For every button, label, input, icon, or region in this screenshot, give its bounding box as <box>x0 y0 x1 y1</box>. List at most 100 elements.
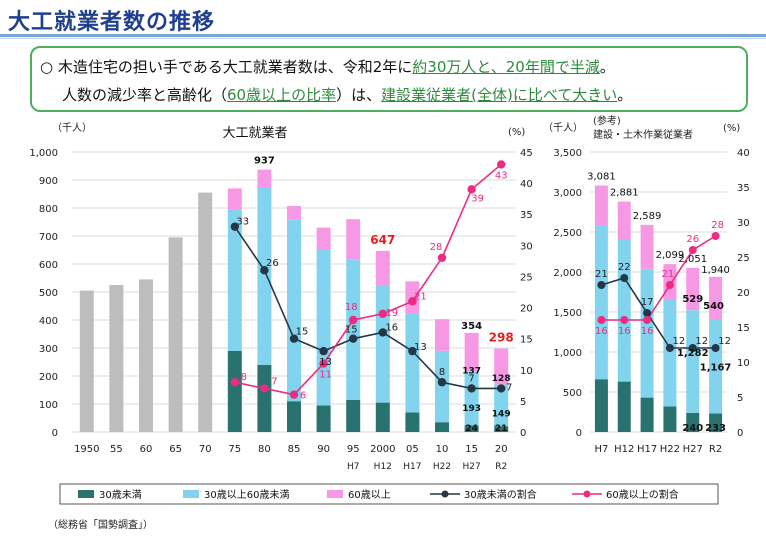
chart1-x-subtick: H27 <box>462 462 480 472</box>
summary-text-2e: 。 <box>617 86 633 104</box>
chart1-x-subtick: R2 <box>495 462 507 472</box>
chart1-bar-over60 <box>257 169 272 187</box>
chart2-label-under30-h27: 240 <box>682 423 703 434</box>
chart1-point-under30 <box>467 384 476 393</box>
legend-box <box>59 483 719 505</box>
chart2-point-over60 <box>620 316 629 324</box>
chart1-point-under30 <box>349 334 358 343</box>
chart2-y2-tick: 5 <box>737 393 743 404</box>
chart1-label-under30: 33 <box>236 217 249 228</box>
summary-line-1: ○ 木造住宅の担い手である大工就業者数は、令和2年に約30万人と、20年間で半減… <box>40 56 615 77</box>
legend-swatch-mid <box>183 490 199 498</box>
chart1-x-subtick: H7 <box>347 462 360 472</box>
chart2-y2-tick: 40 <box>737 148 750 159</box>
chart1-bar-under30 <box>287 401 301 432</box>
chart2-bar-mid <box>640 268 654 398</box>
chart1-point-under30 <box>437 378 447 387</box>
chart1-bar-under30 <box>227 350 242 432</box>
summary-highlight-3: 建設業従業者(全体)に比べて大きい <box>381 86 618 104</box>
chart1-x-tick: 70 <box>199 444 212 455</box>
chart1-x-tick: 80 <box>258 444 271 455</box>
chart2-y-tick: 1,000 <box>553 348 582 359</box>
chart1-bar-mid <box>375 285 390 403</box>
chart2-bar-under30 <box>640 397 654 432</box>
chart2-label-under30: 12 <box>718 336 731 347</box>
chart2-y2-tick: 25 <box>737 253 750 264</box>
chart1-label-under30: 26 <box>266 258 279 269</box>
chart2-y2-tick: 30 <box>737 218 750 229</box>
chart1-y-tick: 800 <box>39 204 58 215</box>
chart1-y2-tick: 25 <box>520 272 533 283</box>
chart1-bar-over60 <box>227 188 242 210</box>
chart2-label-total: 2,589 <box>633 211 662 222</box>
chart1-y-tick: 300 <box>39 344 58 355</box>
chart1-bar-mid <box>346 259 361 400</box>
chart1-x-tick: 60 <box>140 444 153 455</box>
legend-swatch-over60 <box>327 490 343 498</box>
chart1-point-over60 <box>230 378 239 387</box>
chart1-bar-over60 <box>287 206 301 220</box>
chart2-label-total: 3,081 <box>587 172 616 183</box>
chart1-bar-mid <box>257 187 272 365</box>
chart1-y-tick: 500 <box>39 288 58 299</box>
chart1-y-tick: 900 <box>39 176 58 187</box>
chart1-label-under30: 15 <box>296 327 309 338</box>
chart1-bar-under30 <box>494 426 509 432</box>
chart1-point-over60 <box>437 253 447 262</box>
chart2-y2-tick: 20 <box>737 288 750 299</box>
chart1-y2-tick: 40 <box>520 179 533 190</box>
chart1-x-subtick: H17 <box>403 462 421 472</box>
chart2-bar-under30 <box>663 406 677 432</box>
legend-marker-under30 <box>441 490 449 498</box>
chart2-x-tick: H22 <box>660 444 680 455</box>
chart2-bar-over60 <box>640 224 654 269</box>
chart1-line-under30 <box>234 226 502 390</box>
chart1-y-tick: 100 <box>39 400 58 411</box>
chart1-x-tick: 15 <box>465 444 478 455</box>
chart1-point-under30 <box>289 334 299 343</box>
chart1-bar-under30 <box>375 402 390 432</box>
summary-text-1c: 。 <box>599 58 615 76</box>
chart1-right-unit: (%) <box>508 127 525 138</box>
chart1-point-over60 <box>289 390 299 399</box>
summary-text-1a: 木造住宅の担い手である大工就業者数は、令和2年に <box>57 58 413 76</box>
chart2-label-under30: 12 <box>673 336 686 347</box>
chart2-bar-mid <box>663 300 677 407</box>
chart1-label-over60: 39 <box>471 193 484 204</box>
chart2-y2-tick: 15 <box>737 323 750 334</box>
legend-marker-over60 <box>583 490 591 498</box>
chart2-point-over60 <box>665 281 674 289</box>
chart1-y2-tick: 20 <box>520 304 533 315</box>
chart1-point-under30 <box>319 346 328 356</box>
title-underline <box>0 34 766 37</box>
chart1-y2-tick: 30 <box>520 241 533 252</box>
chart2-bar-mid <box>594 225 608 380</box>
chart1-point-under30 <box>497 384 506 393</box>
chart2-point-over60 <box>597 316 606 324</box>
chart2-note: (参考) <box>593 114 621 127</box>
chart2-x-tick: H27 <box>683 444 703 455</box>
chart1-bar-over60 <box>494 348 509 385</box>
chart2-bar-mid <box>709 320 723 414</box>
chart1-y-tick: 400 <box>39 316 58 327</box>
chart2-label-total: 2,099 <box>656 250 685 261</box>
chart1-label-over60: 8 <box>241 372 247 383</box>
chart1-left-unit: （千人） <box>52 122 92 134</box>
chart2-title: 建設・土木作業従業者 <box>593 128 693 141</box>
chart2-label-over60: 26 <box>686 234 699 245</box>
chart1-y2-tick: 5 <box>520 397 526 408</box>
chart1-bar-mid <box>316 250 331 406</box>
chart2-x-tick: H12 <box>614 444 634 455</box>
legend-label-ratio-under30: 30歳未満の割合 <box>464 488 537 501</box>
chart2-y-tick: 500 <box>563 388 582 399</box>
chart1-bar-under30 <box>405 412 420 432</box>
chart1-bar-over60 <box>375 250 390 285</box>
chart2-label-over60: 28 <box>711 220 724 231</box>
chart1-bar-total <box>109 285 124 432</box>
chart1-bar-under30 <box>316 405 331 432</box>
chart1-y2-tick: 10 <box>520 366 533 377</box>
chart1-bar-over60 <box>435 319 449 351</box>
chart2-left-unit: （千人） <box>543 122 583 134</box>
chart2-point-under30 <box>643 309 652 317</box>
